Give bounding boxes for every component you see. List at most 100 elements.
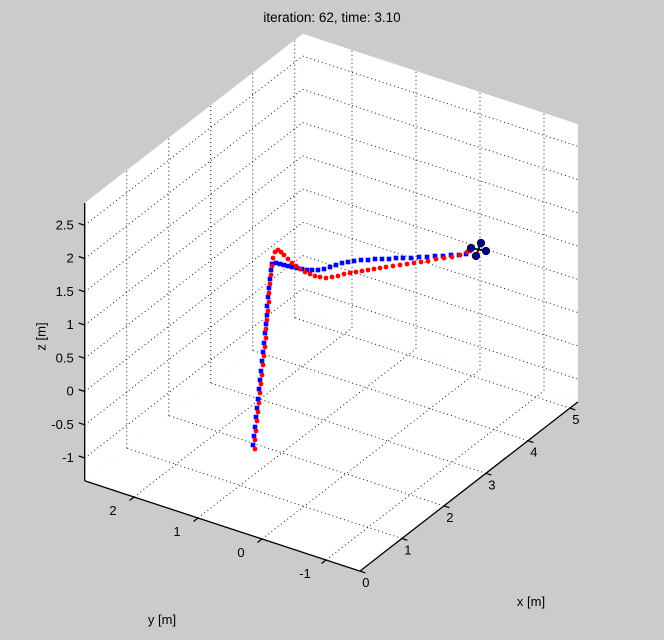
z-tick-label: -1 [62, 450, 74, 465]
trajectory-red-point [390, 263, 396, 269]
x-tick-label: 4 [530, 445, 537, 460]
trajectory-red-point [264, 317, 270, 323]
trajectory-red-point [312, 273, 318, 279]
trajectory-red-point [297, 266, 303, 272]
grid-line-z-right-wall [302, 188, 579, 280]
grid-line-x-floor [252, 349, 529, 442]
trajectory-blue-point [256, 386, 262, 392]
trajectory-blue-point [254, 405, 260, 411]
trajectory-red-point [371, 266, 377, 272]
trajectory-blue-point [261, 340, 267, 346]
trajectory-blue-point [365, 257, 371, 263]
trajectory-red-point [335, 273, 341, 279]
z-tick [78, 388, 85, 393]
trajectory-red-point [268, 272, 274, 278]
grid-line-z-right-wall [302, 221, 579, 314]
trajectory-blue-point [257, 377, 263, 383]
trajectory-red-point [433, 256, 439, 262]
trajectory-red-point [341, 271, 347, 277]
trajectory-blue-point [281, 262, 287, 268]
z-axis-label: z [m] [33, 322, 49, 351]
trajectory-red-point [397, 262, 403, 268]
trajectory-red-point [418, 259, 424, 265]
z-tick-label: 1 [66, 317, 73, 332]
grid-line-x-floor [126, 447, 403, 539]
trajectory-blue-point [327, 264, 333, 270]
z-tick [78, 255, 85, 260]
trajectory-red-point [255, 409, 261, 415]
trajectory-blue-point [273, 260, 279, 266]
y-tick [193, 517, 199, 522]
grid-line-z-right-wall [302, 122, 579, 214]
trajectory-blue-point [250, 442, 256, 448]
trajectory-blue-point [253, 414, 259, 420]
trajectory-blue-point [255, 396, 261, 402]
trajectory-blue-point [268, 267, 274, 273]
z-tick-label: 1.5 [56, 284, 74, 299]
trajectory-red-point [252, 446, 258, 452]
y-tick-label: 0 [237, 545, 244, 560]
trajectory-red-point [265, 308, 271, 314]
x-tick [485, 472, 492, 476]
trajectory-red-point [323, 275, 329, 281]
trajectory-blue-point [289, 264, 295, 270]
x-tick-label: 5 [572, 412, 579, 427]
trajectory-blue-point [304, 267, 310, 273]
trajectory-red-point [260, 362, 266, 368]
y-tick [321, 559, 327, 564]
trajectory-blue-point [386, 256, 392, 262]
x-axis-label: x [m] [516, 594, 546, 609]
trajectory-red-point [262, 344, 268, 350]
right-wall-pane [302, 33, 578, 402]
trajectory-red-point [258, 381, 264, 387]
trajectory-red-point [411, 260, 417, 266]
y-axis-line [84, 480, 361, 572]
trajectory-blue-point [260, 349, 266, 355]
y-tick [257, 538, 263, 543]
trajectory-red-point [359, 268, 365, 274]
trajectory-red-point [425, 258, 431, 264]
x-tick-label: 2 [446, 510, 453, 525]
trajectory-blue-point [262, 330, 268, 336]
z-tick-label: 2 [66, 251, 73, 266]
trajectory-red-point [259, 372, 265, 378]
trajectory-blue-point [424, 254, 430, 260]
trajectory-red-point [377, 265, 383, 271]
trajectory-red-point [293, 263, 299, 269]
trajectory-red-point [256, 400, 262, 406]
trajectory-blue-point [251, 433, 257, 439]
trajectory-blue-point [400, 255, 406, 261]
y-tick [129, 496, 135, 501]
floor-pane [84, 311, 578, 572]
x-tick [527, 440, 534, 444]
trajectory-red-point [270, 255, 276, 261]
trajectory-blue-point [277, 261, 283, 267]
trajectory-red-point [317, 274, 323, 280]
z-tick [78, 355, 85, 359]
trajectory-red-point [441, 255, 447, 261]
trajectory-blue-point [321, 266, 327, 272]
trajectory-red-point [267, 281, 273, 287]
trajectory-blue-point [252, 424, 258, 430]
grid-line-x-floor [210, 382, 487, 474]
trajectory-blue-point [339, 260, 345, 266]
z-tick-label: 2.5 [56, 217, 74, 232]
trajectory-red-point [353, 269, 359, 275]
z-tick-label: 0.5 [56, 350, 74, 365]
trajectory-blue-point [333, 262, 339, 268]
trajectory-red-point [263, 326, 269, 332]
x-tick [569, 407, 576, 411]
z-tick [78, 222, 85, 226]
trajectory-red-point [266, 290, 272, 296]
trajectory-red-point [252, 437, 258, 443]
trajectory-blue-point [345, 259, 351, 265]
grid-line-z-right-wall [302, 288, 579, 380]
z-tick [78, 322, 85, 326]
trajectory-red-point [253, 428, 259, 434]
x-tick-label: 1 [404, 543, 411, 558]
trajectory-blue-point [408, 255, 414, 261]
grid-line-z-right-wall [302, 55, 579, 147]
grid-line-z-right-wall [302, 155, 579, 247]
x-tick [359, 570, 366, 574]
